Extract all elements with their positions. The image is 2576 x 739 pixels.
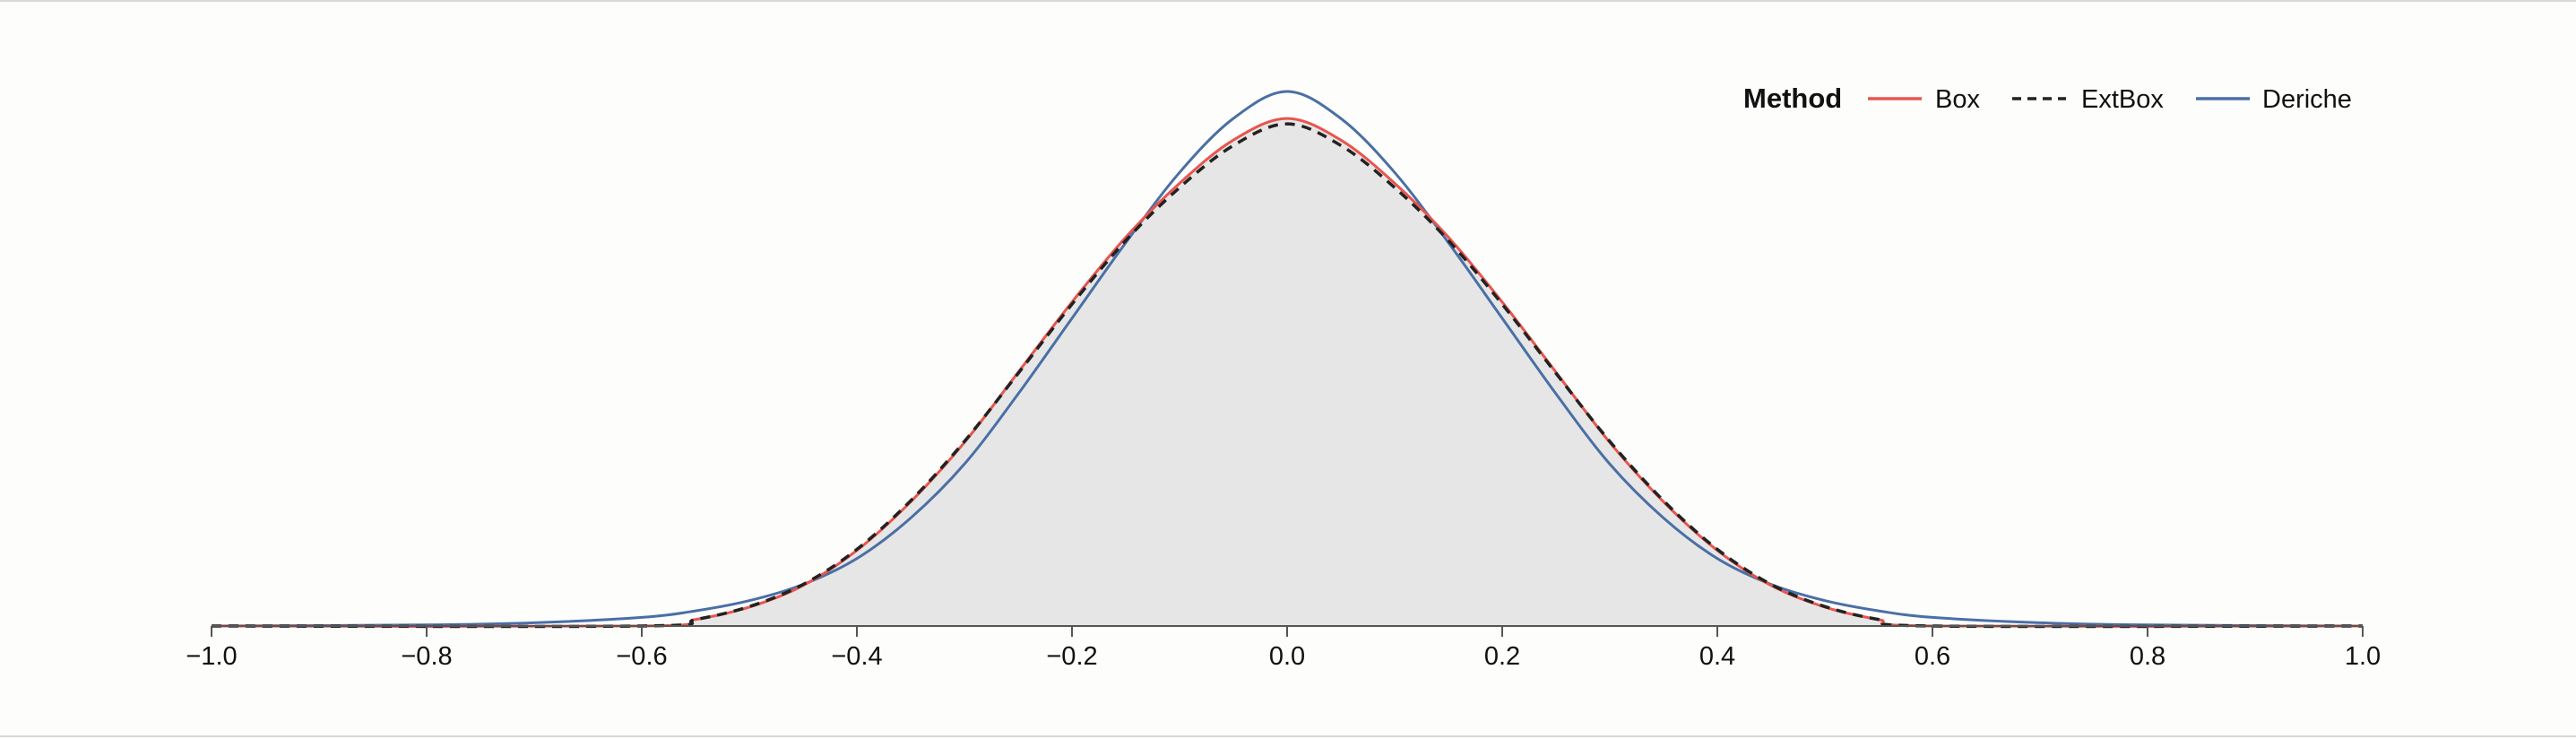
legend-title: Method [1743,83,1842,114]
series-line-deriche [211,90,2364,628]
x-tick-label: 0.0 [1269,642,1305,671]
density-area-fill [212,118,2363,627]
x-tick-label: 0.6 [1915,642,1950,671]
x-tick-label: 1.0 [2345,642,2381,671]
x-tick-label: −0.6 [616,642,667,671]
x-tick-label: 0.8 [2130,642,2165,671]
legend-label-box: Box [1935,85,1980,114]
legend-label-extbox: ExtBox [2081,85,2164,114]
density-area [212,118,2363,627]
legend-label-deriche: Deriche [2262,85,2352,114]
x-tick-label: −0.2 [1046,642,1097,671]
x-tick-label: −0.8 [401,642,452,671]
x-axis: −1.0 −0.8 −0.6 −0.4 −0.2 0.0 0.2 0.4 0.6 0.8 1.0 [186,625,2381,671]
x-tick-label: 0.4 [1699,642,1735,671]
series-lines [211,90,2364,629]
x-tick-label: −0.4 [831,642,882,671]
x-tick-label: −1.0 [186,642,237,671]
legend: Method Box ExtBox Deriche [1743,83,2352,114]
x-tick-label: 0.2 [1484,642,1520,671]
series-line-extbox [211,122,2364,629]
